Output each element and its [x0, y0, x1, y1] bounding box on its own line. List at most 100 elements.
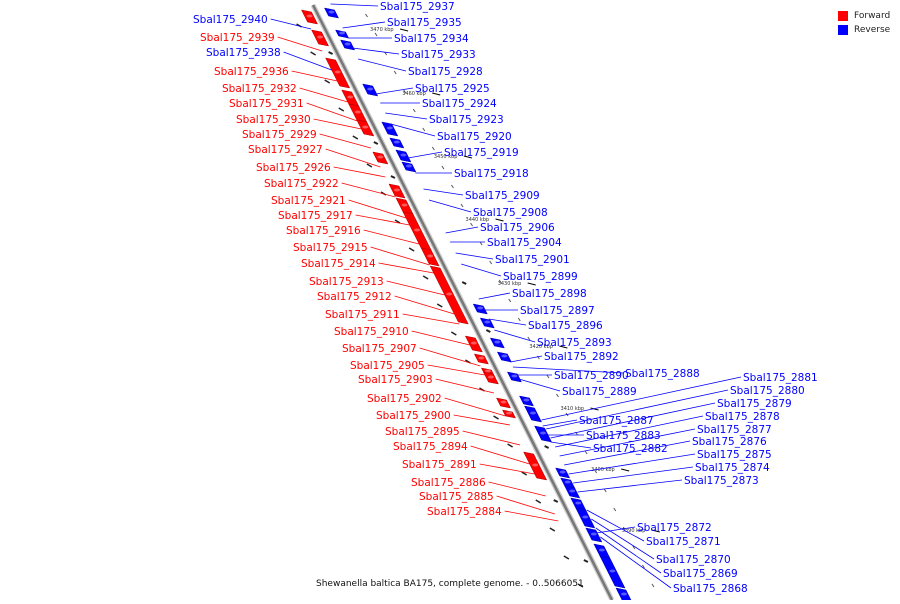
reverse-gene-mark[interactable] — [489, 337, 505, 349]
gene-label[interactable]: Sbal175_2930 — [236, 114, 311, 126]
gene-label[interactable]: Sbal175_2934 — [394, 33, 469, 45]
reverse-gene-mark[interactable] — [362, 83, 379, 97]
reverse-gene-mark[interactable] — [472, 303, 488, 315]
gene-label[interactable]: Sbal175_2932 — [222, 83, 297, 95]
reverse-gene-mark[interactable] — [519, 395, 534, 407]
reverse-gene-mark[interactable] — [585, 527, 603, 543]
forward-gene-mark[interactable] — [372, 151, 389, 165]
forward-gene-mark[interactable] — [473, 353, 489, 365]
forward-gene-mark[interactable] — [388, 183, 406, 199]
gene-label[interactable]: Sbal175_2889 — [562, 386, 637, 398]
gene-label[interactable]: Sbal175_2936 — [214, 66, 289, 78]
gene-label[interactable]: Sbal175_2895 — [385, 426, 460, 438]
gene-label[interactable]: Sbal175_2909 — [465, 190, 540, 202]
reverse-gene-mark[interactable] — [389, 137, 405, 149]
reverse-gene-mark[interactable] — [381, 121, 399, 137]
gene-label[interactable]: Sbal175_2901 — [495, 254, 570, 266]
gene-label[interactable]: Sbal175_2890 — [554, 370, 629, 382]
gene-label[interactable]: Sbal175_2904 — [487, 237, 562, 249]
gene-label[interactable]: Sbal175_2877 — [697, 424, 772, 436]
forward-gene-mark[interactable] — [464, 335, 483, 353]
reverse-gene-mark[interactable] — [395, 149, 412, 163]
gene-label[interactable]: Sbal175_2911 — [325, 309, 400, 321]
gene-label[interactable]: Sbal175_2913 — [309, 276, 384, 288]
gene-label[interactable]: Sbal175_2926 — [256, 162, 331, 174]
gene-label[interactable]: Sbal175_2870 — [656, 554, 731, 566]
gene-label[interactable]: Sbal175_2903 — [358, 374, 433, 386]
gene-label[interactable]: Sbal175_2900 — [376, 410, 451, 422]
gene-label[interactable]: Sbal175_2894 — [393, 441, 468, 453]
reverse-gene-mark[interactable] — [599, 555, 626, 589]
gene-label[interactable]: Sbal175_2879 — [717, 398, 792, 410]
gene-label[interactable]: Sbal175_2928 — [408, 66, 483, 78]
gene-label[interactable]: Sbal175_2937 — [380, 1, 455, 13]
gene-label[interactable]: Sbal175_2893 — [537, 337, 612, 349]
gene-label[interactable]: Sbal175_2896 — [528, 320, 603, 332]
gene-label[interactable]: Sbal175_2874 — [695, 462, 770, 474]
gene-label[interactable]: Sbal175_2910 — [334, 326, 409, 338]
gene-label[interactable]: Sbal175_2871 — [646, 536, 721, 548]
forward-gene-mark[interactable] — [301, 9, 318, 25]
gene-label[interactable]: Sbal175_2933 — [401, 49, 476, 61]
gene-label[interactable]: Sbal175_2907 — [342, 343, 417, 355]
forward-gene-mark[interactable] — [311, 29, 330, 47]
reverse-gene-mark[interactable] — [506, 371, 522, 383]
gene-label[interactable]: Sbal175_2922 — [264, 178, 339, 190]
forward-gene-mark[interactable] — [420, 247, 440, 267]
forward-gene-mark[interactable] — [325, 57, 351, 89]
gene-label[interactable]: Sbal175_2938 — [206, 47, 281, 59]
gene-label[interactable]: Sbal175_2886 — [411, 477, 486, 489]
gene-label[interactable]: Sbal175_2921 — [271, 195, 346, 207]
gene-label[interactable]: Sbal175_2887 — [579, 415, 654, 427]
reverse-gene-mark[interactable] — [524, 405, 542, 423]
gene-label[interactable]: Sbal175_2920 — [437, 131, 512, 143]
gene-label[interactable]: Sbal175_2916 — [286, 225, 361, 237]
gene-label[interactable]: Sbal175_2927 — [248, 144, 323, 156]
gene-label[interactable]: Sbal175_2897 — [520, 305, 595, 317]
gene-label[interactable]: Sbal175_2905 — [350, 360, 425, 372]
forward-gene-mark[interactable] — [502, 409, 516, 419]
gene-label[interactable]: Sbal175_2923 — [429, 114, 504, 126]
gene-label[interactable]: Sbal175_2891 — [402, 459, 477, 471]
gene-label[interactable]: Sbal175_2908 — [473, 207, 548, 219]
gene-label[interactable]: Sbal175_2915 — [293, 242, 368, 254]
reverse-gene-mark[interactable] — [555, 467, 571, 479]
gene-label[interactable]: Sbal175_2880 — [730, 385, 805, 397]
gene-label[interactable]: Sbal175_2918 — [454, 168, 529, 180]
gene-label[interactable]: Sbal175_2935 — [387, 17, 462, 29]
gene-label[interactable]: Sbal175_2878 — [705, 411, 780, 423]
gene-label[interactable]: Sbal175_2883 — [586, 430, 661, 442]
gene-label[interactable]: Sbal175_2906 — [480, 222, 555, 234]
gene-label[interactable]: Sbal175_2873 — [684, 475, 759, 487]
gene-label[interactable]: Sbal175_2912 — [317, 291, 392, 303]
forward-gene-mark[interactable] — [523, 451, 548, 481]
forward-gene-mark[interactable] — [496, 397, 511, 409]
reverse-gene-mark[interactable] — [479, 317, 495, 329]
gene-label[interactable]: Sbal175_2919 — [444, 147, 519, 159]
gene-label[interactable]: Sbal175_2892 — [544, 351, 619, 363]
gene-label[interactable]: Sbal175_2914 — [301, 258, 376, 270]
forward-gene-mark[interactable] — [482, 371, 499, 385]
gene-label[interactable]: Sbal175_2868 — [673, 583, 748, 595]
reverse-gene-mark[interactable] — [575, 507, 596, 529]
gene-label[interactable]: Sbal175_2885 — [419, 491, 494, 503]
gene-label[interactable]: Sbal175_2884 — [427, 506, 502, 518]
gene-label[interactable]: Sbal175_2931 — [229, 98, 304, 110]
gene-label[interactable]: Sbal175_2875 — [697, 449, 772, 461]
forward-gene-mark[interactable] — [356, 119, 375, 137]
gene-label[interactable]: Sbal175_2898 — [512, 288, 587, 300]
gene-label[interactable]: Sbal175_2940 — [193, 14, 268, 26]
gene-label[interactable]: Sbal175_2881 — [743, 372, 818, 384]
forward-gene-mark[interactable] — [429, 265, 469, 325]
gene-label[interactable]: Sbal175_2872 — [637, 522, 712, 534]
gene-label[interactable]: Sbal175_2924 — [422, 98, 497, 110]
gene-label[interactable]: Sbal175_2882 — [593, 443, 668, 455]
gene-label[interactable]: Sbal175_2876 — [692, 436, 767, 448]
gene-label[interactable]: Sbal175_2899 — [503, 271, 578, 283]
reverse-gene-mark[interactable] — [340, 39, 356, 51]
gene-label[interactable]: Sbal175_2925 — [415, 83, 490, 95]
reverse-gene-mark[interactable] — [401, 161, 417, 173]
gene-label[interactable]: Sbal175_2917 — [278, 210, 353, 222]
reverse-gene-mark[interactable] — [324, 7, 339, 19]
gene-label[interactable]: Sbal175_2869 — [663, 568, 738, 580]
